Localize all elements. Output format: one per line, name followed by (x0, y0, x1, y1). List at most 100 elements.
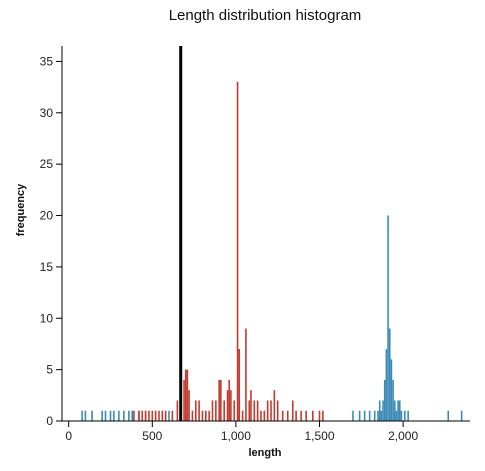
bar-series2-0 (133, 410, 135, 421)
bar-series2-25 (220, 379, 222, 421)
x-tick-label-1000: 1,000 (221, 429, 251, 443)
bar-series1-13 (168, 410, 170, 421)
bar-series2-12 (183, 379, 185, 421)
bar-series2-35 (248, 400, 251, 421)
y-tick-label-5: 5 (46, 363, 53, 377)
bar-series1-8 (123, 410, 125, 421)
bar-series1-21 (380, 410, 383, 421)
bar-series2-22 (211, 400, 214, 421)
x-tick-label-0: 0 (65, 429, 72, 443)
bar-series1-17 (368, 410, 371, 421)
bar-series2-2 (141, 410, 144, 421)
bar-series1-34 (403, 410, 406, 421)
bar-series1-29 (393, 400, 396, 421)
bar-series1-15 (358, 410, 361, 421)
bar-series2-41 (266, 400, 269, 421)
bar-series2-45 (281, 410, 284, 421)
bar-series2-31 (236, 81, 239, 422)
bar-series1-14 (352, 410, 354, 421)
bar-series2-1 (138, 410, 140, 421)
x-tick-label-2000: 2,000 (388, 429, 418, 443)
bar-series1-6 (113, 410, 115, 421)
bar-series2-53 (322, 410, 324, 421)
y-tick-label-20: 20 (40, 209, 54, 223)
bar-series1-30 (395, 410, 398, 421)
bar-series1-5 (109, 410, 112, 421)
bar-series2-47 (291, 400, 294, 421)
bar-series1-19 (377, 410, 379, 421)
bar-series2-33 (241, 410, 244, 421)
bar-series1-24 (385, 349, 388, 421)
bar-series1-33 (400, 410, 403, 421)
bar-series2-43 (273, 390, 276, 421)
bar-series2-3 (144, 410, 147, 421)
bar-series1-32 (398, 400, 401, 421)
bar-series1-2 (91, 410, 93, 421)
bar-series2-52 (318, 410, 321, 421)
bar-series2-16 (191, 410, 194, 421)
bar-series1-3 (101, 410, 103, 421)
bar-series2-48 (295, 410, 297, 421)
bar-series2-4 (148, 410, 150, 421)
bar-series1-25 (387, 215, 389, 421)
bar-series2-5 (151, 410, 154, 421)
bar-series2-27 (226, 390, 229, 421)
y-tick-label-35: 35 (40, 54, 54, 68)
bar-series2-18 (198, 400, 200, 421)
bar-series2-44 (276, 400, 279, 421)
bar-series2-37 (253, 400, 256, 421)
bar-series1-0 (81, 410, 83, 421)
bar-series2-26 (223, 400, 225, 421)
bar-series1-1 (84, 410, 87, 421)
y-tick-label-10: 10 (40, 311, 54, 325)
bar-series2-9 (164, 410, 167, 421)
y-tick-label-30: 30 (40, 106, 54, 120)
x-tick-label-500: 500 (142, 429, 162, 443)
chart-title: Length distribution histogram (168, 7, 362, 24)
bar-series1-36 (447, 410, 450, 421)
x-axis-title: length (249, 447, 282, 459)
bar-series2-34 (245, 328, 247, 421)
bar-series2-10 (171, 410, 174, 421)
bar-series2-29 (230, 390, 232, 421)
y-tick-label-15: 15 (40, 260, 54, 274)
x-tick-label-1500: 1,500 (304, 429, 334, 443)
y-tick-label-0: 0 (46, 414, 53, 428)
bar-series1-18 (373, 410, 376, 421)
bar-series1-26 (388, 328, 391, 421)
bar-series2-23 (215, 400, 217, 421)
bar-series2-36 (250, 390, 252, 421)
bar-series2-42 (270, 400, 272, 421)
bar-series1-35 (407, 410, 409, 421)
bar-series1-28 (392, 379, 394, 421)
bar-series2-7 (158, 410, 160, 421)
bar-series1-20 (378, 400, 381, 421)
bar-series1-16 (363, 410, 366, 421)
bar-series2-8 (161, 410, 164, 421)
bar-series1-22 (382, 400, 384, 421)
bar-series1-4 (104, 410, 107, 421)
bar-series2-49 (300, 410, 302, 421)
bar-series2-40 (263, 410, 266, 421)
bar-series2-38 (256, 400, 259, 421)
bar-series1-31 (397, 400, 399, 421)
bar-series2-32 (238, 349, 241, 421)
bar-series2-21 (208, 410, 210, 421)
bar-series2-11 (176, 400, 179, 421)
bar-series2-46 (286, 410, 289, 421)
bar-series2-30 (233, 400, 236, 421)
bar-series2-13 (184, 369, 187, 421)
bar-series1-27 (390, 359, 393, 421)
bar-series2-14 (186, 369, 189, 421)
y-axis-title: frequency (15, 183, 27, 236)
bar-series2-39 (260, 410, 262, 421)
bar-series1-10 (131, 410, 134, 421)
bar-series2-24 (218, 379, 220, 421)
bar-series2-15 (188, 390, 190, 421)
bar-series1-23 (383, 379, 386, 421)
bar-series2-51 (312, 410, 314, 421)
bar-series2-17 (194, 400, 197, 421)
bar-series2-19 (201, 410, 204, 421)
axes: 0 5 10 15 20 25 30 35 0 500 1,000 1,500 2,000 length f… (15, 46, 470, 459)
